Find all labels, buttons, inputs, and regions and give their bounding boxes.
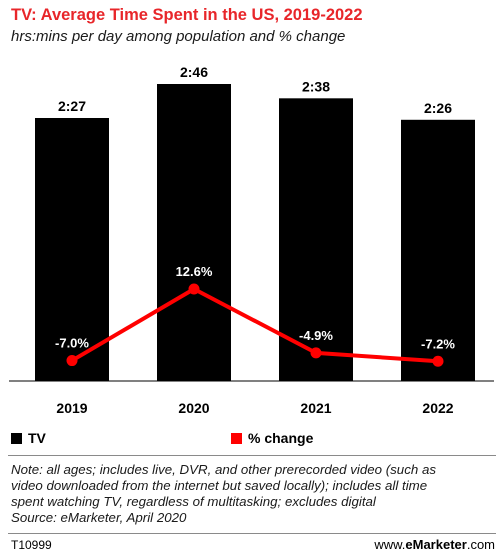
legend-swatch-tv (11, 432, 22, 444)
brand-prefix: www. (374, 537, 406, 552)
note-line: Note: all ages; includes live, DVR, and … (11, 462, 436, 477)
change-line (70, 287, 439, 364)
brand-link[interactable]: www.eMarketer.com (374, 537, 495, 552)
x-ticks-group: 2019 2020 2021 2022 (56, 400, 453, 416)
change-point-2020 (188, 283, 200, 295)
divider-top (8, 455, 496, 456)
note-line: spent watching TV, regardless of multita… (11, 494, 376, 509)
change-label-2022: -7.2% (421, 336, 455, 351)
x-tick-2019: 2019 (56, 400, 87, 416)
bars-group: 2:27 2:46 2:38 2:26 (35, 64, 475, 382)
change-line-group: -7.0% 12.6% -4.9% -7.2% (55, 264, 455, 367)
legend-swatch-change (231, 432, 242, 444)
chart-note: Note: all ages; includes live, DVR, and … (11, 462, 497, 526)
divider-bottom (8, 533, 496, 534)
legend-label-change: % change (248, 430, 314, 446)
bar-2019 (35, 117, 109, 382)
change-label-2019: -7.0% (55, 336, 89, 351)
bar-2021 (279, 98, 353, 381)
bar-2022 (401, 119, 475, 381)
brand-name: eMarketer (405, 537, 467, 552)
change-point-2021 (310, 347, 322, 359)
bar-2020 (157, 84, 231, 381)
note-line: video downloaded from the internet but s… (11, 478, 428, 493)
source-line: Source: eMarketer, April 2020 (11, 510, 187, 525)
change-label-2020: 12.6% (176, 264, 213, 279)
change-point-2022 (432, 355, 444, 367)
chart-title: TV: Average Time Spent in the US, 2019-2… (11, 6, 363, 24)
x-tick-2020: 2020 (178, 400, 209, 416)
change-label-2021: -4.9% (299, 328, 333, 343)
chart: 2:27 2:46 2:38 2:26 -7.0% 12.6% -4.9% -7.2% 20… (9, 64, 494, 416)
bar-label-2020: 2:46 (180, 64, 208, 80)
x-tick-2021: 2021 (300, 400, 331, 416)
change-point-2019 (66, 355, 78, 367)
bar-label-2019: 2:27 (58, 98, 86, 114)
legend-label-tv: TV (28, 430, 46, 446)
footer: T10999 www.eMarketer.com (0, 535, 503, 555)
chart-subtitle: hrs:mins per day among population and % … (11, 28, 346, 45)
brand-suffix: .com (466, 537, 495, 552)
bar-label-2021: 2:38 (302, 78, 330, 94)
legend-item-tv: TV (11, 430, 46, 446)
legend-item-change: % change (231, 430, 313, 446)
x-tick-2022: 2022 (422, 400, 453, 416)
bar-label-2022: 2:26 (424, 100, 452, 116)
chart-id: T10999 (11, 538, 52, 552)
